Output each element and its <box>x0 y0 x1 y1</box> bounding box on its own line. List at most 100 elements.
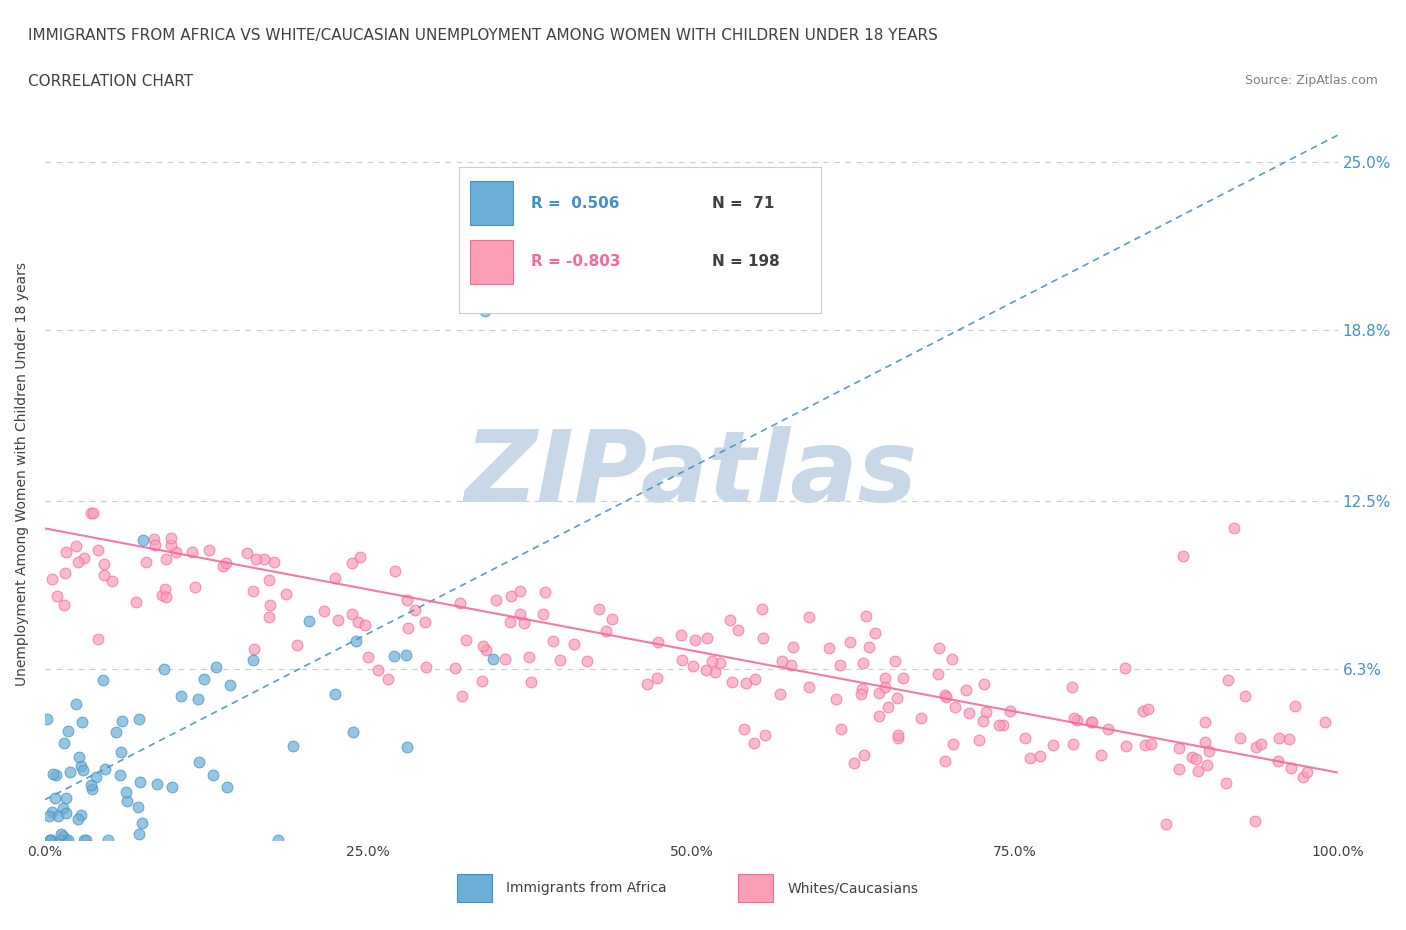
Point <box>509 584 531 599</box>
Point <box>1062 737 1084 751</box>
Point <box>69 808 91 823</box>
FancyBboxPatch shape <box>738 874 773 902</box>
Text: Source: ZipAtlas.com: Source: ZipAtlas.com <box>1244 74 1378 87</box>
Point <box>683 632 706 647</box>
Point <box>449 595 471 610</box>
Point <box>94 762 117 777</box>
Point <box>1097 721 1119 736</box>
Point <box>876 699 898 714</box>
Point <box>887 731 910 746</box>
Point <box>973 677 995 692</box>
Point <box>987 718 1010 733</box>
Point <box>404 603 426 618</box>
Point <box>395 648 418 663</box>
Point <box>485 593 508 608</box>
Point <box>934 687 956 702</box>
Point <box>41 572 63 587</box>
Point <box>170 689 193 704</box>
Point <box>344 634 367 649</box>
Point <box>42 766 65 781</box>
Point <box>188 755 211 770</box>
Point <box>49 826 72 841</box>
Text: IMMIGRANTS FROM AFRICA VS WHITE/CAUCASIAN UNEMPLOYMENT AMONG WOMEN WITH CHILDREN: IMMIGRANTS FROM AFRICA VS WHITE/CAUCASIA… <box>28 28 938 43</box>
Point <box>242 583 264 598</box>
Point <box>499 615 522 630</box>
Point <box>349 550 371 565</box>
Point <box>97 833 120 848</box>
Point <box>443 661 465 676</box>
Point <box>853 748 876 763</box>
Point <box>751 602 773 617</box>
Point <box>131 816 153 830</box>
Point <box>475 643 498 658</box>
Point <box>143 538 166 553</box>
Point <box>86 631 108 646</box>
Point <box>494 652 516 667</box>
Point <box>548 652 571 667</box>
Point <box>499 589 522 604</box>
Point <box>1018 751 1040 765</box>
Point <box>160 530 183 545</box>
Point <box>101 574 124 589</box>
Point <box>396 739 419 754</box>
Point <box>1198 743 1220 758</box>
Point <box>1029 749 1052 764</box>
Point <box>927 667 949 682</box>
Point <box>55 545 77 560</box>
Point <box>211 559 233 574</box>
Point <box>855 608 877 623</box>
Point <box>69 758 91 773</box>
Point <box>184 579 207 594</box>
Point <box>1066 713 1088 728</box>
Point <box>86 542 108 557</box>
Point <box>1181 750 1204 764</box>
Point <box>509 607 531 622</box>
Point <box>1267 753 1289 768</box>
Point <box>84 769 107 784</box>
Point <box>52 598 75 613</box>
Point <box>155 590 177 604</box>
Point <box>125 595 148 610</box>
Point <box>595 623 617 638</box>
Point <box>108 767 131 782</box>
Point <box>474 304 496 319</box>
Point <box>72 833 94 848</box>
Point <box>769 687 792 702</box>
Point <box>1168 741 1191 756</box>
Point <box>1136 701 1159 716</box>
Point <box>115 784 138 799</box>
Point <box>744 736 766 751</box>
Point <box>150 588 173 603</box>
Point <box>45 589 67 604</box>
Point <box>127 799 149 814</box>
Point <box>53 565 76 580</box>
Point <box>472 639 495 654</box>
Point <box>1244 739 1267 754</box>
Point <box>93 568 115 583</box>
Point <box>342 724 364 739</box>
Point <box>257 573 280 588</box>
Point <box>779 658 801 672</box>
Point <box>735 676 758 691</box>
Point <box>451 689 474 704</box>
Point <box>377 672 399 687</box>
Point <box>941 651 963 666</box>
Point <box>1279 761 1302 776</box>
Point <box>875 679 897 694</box>
Point <box>887 727 910 742</box>
Point <box>80 506 103 521</box>
Point <box>721 674 744 689</box>
Point <box>702 654 724 669</box>
Point <box>588 602 610 617</box>
Point <box>135 554 157 569</box>
Point <box>41 804 63 819</box>
Point <box>744 671 766 686</box>
Point <box>942 737 965 751</box>
Point <box>1229 731 1251 746</box>
Point <box>267 833 290 848</box>
Point <box>998 703 1021 718</box>
Point <box>718 613 741 628</box>
Point <box>972 713 994 728</box>
Point <box>82 506 104 521</box>
Point <box>935 690 957 705</box>
